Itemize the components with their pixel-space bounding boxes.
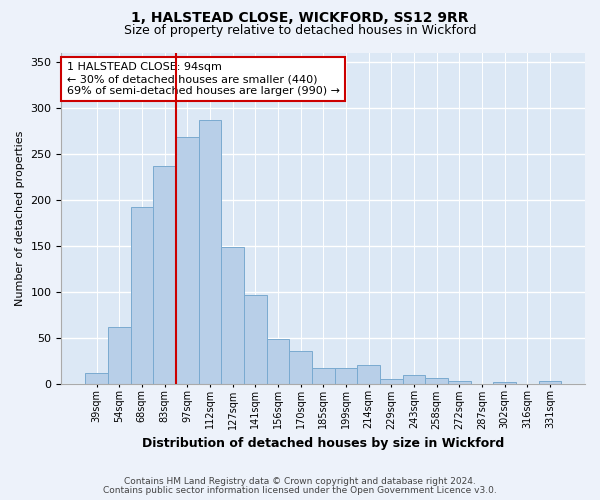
- Bar: [380, 379, 403, 384]
- Bar: [403, 376, 425, 384]
- Text: 1, HALSTEAD CLOSE, WICKFORD, SS12 9RR: 1, HALSTEAD CLOSE, WICKFORD, SS12 9RR: [131, 11, 469, 25]
- Bar: [221, 248, 244, 384]
- Y-axis label: Number of detached properties: Number of detached properties: [15, 130, 25, 306]
- Text: Contains public sector information licensed under the Open Government Licence v3: Contains public sector information licen…: [103, 486, 497, 495]
- Bar: [108, 326, 131, 384]
- Bar: [289, 352, 312, 384]
- Bar: [539, 381, 561, 384]
- Bar: [85, 374, 108, 384]
- Text: 1 HALSTEAD CLOSE: 94sqm
← 30% of detached houses are smaller (440)
69% of semi-d: 1 HALSTEAD CLOSE: 94sqm ← 30% of detache…: [67, 62, 340, 96]
- Bar: [448, 381, 470, 384]
- Bar: [153, 166, 176, 384]
- Bar: [266, 340, 289, 384]
- Bar: [244, 296, 266, 384]
- Bar: [312, 368, 335, 384]
- X-axis label: Distribution of detached houses by size in Wickford: Distribution of detached houses by size …: [142, 437, 505, 450]
- Bar: [493, 382, 516, 384]
- Bar: [199, 120, 221, 384]
- Text: Size of property relative to detached houses in Wickford: Size of property relative to detached ho…: [124, 24, 476, 37]
- Bar: [335, 368, 357, 384]
- Text: Contains HM Land Registry data © Crown copyright and database right 2024.: Contains HM Land Registry data © Crown c…: [124, 477, 476, 486]
- Bar: [425, 378, 448, 384]
- Bar: [176, 137, 199, 384]
- Bar: [357, 365, 380, 384]
- Bar: [131, 207, 153, 384]
